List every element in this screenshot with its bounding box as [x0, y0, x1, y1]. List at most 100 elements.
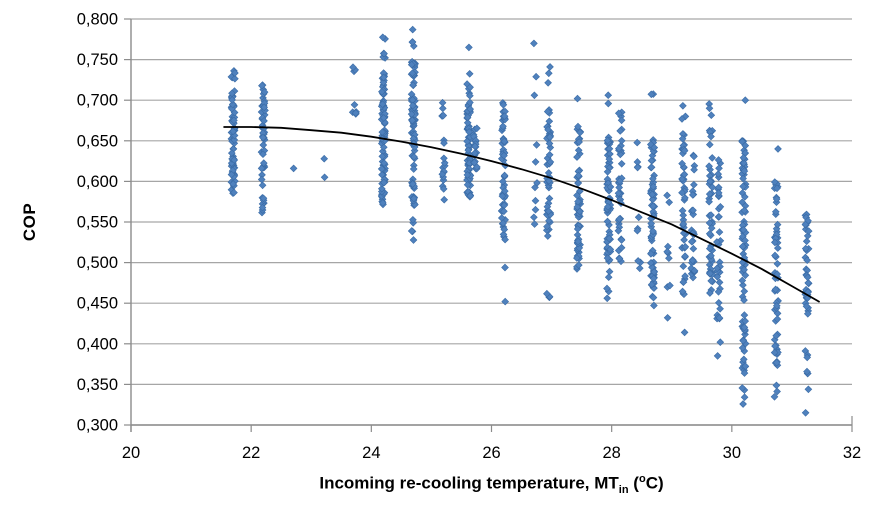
- data-point: [678, 115, 686, 123]
- data-point: [707, 211, 715, 219]
- data-point: [803, 367, 811, 376]
- y-tick-label: 0,800: [77, 11, 118, 29]
- data-point: [772, 195, 781, 203]
- data-point: [705, 162, 713, 171]
- data-point: [543, 222, 551, 231]
- data-point: [530, 220, 539, 228]
- data-point: [678, 134, 687, 143]
- data-point: [574, 146, 583, 155]
- data-point: [258, 81, 266, 90]
- data-point: [716, 202, 725, 211]
- data-point: [690, 152, 698, 161]
- data-point: [715, 212, 723, 221]
- data-point: [230, 131, 239, 140]
- data-point: [573, 94, 582, 103]
- data-point: [380, 49, 388, 58]
- data-point: [741, 96, 750, 105]
- data-point: [707, 251, 715, 260]
- data-point: [739, 400, 747, 408]
- data-point: [617, 116, 626, 125]
- data-point: [688, 191, 697, 199]
- data-point: [500, 137, 509, 146]
- data-point: [544, 125, 552, 134]
- data-point: [739, 153, 748, 162]
- data-point: [615, 183, 624, 192]
- y-tick-label: 0,550: [77, 214, 118, 232]
- data-point: [648, 190, 657, 199]
- data-point: [574, 122, 582, 131]
- data-point: [741, 271, 750, 280]
- data-point: [705, 244, 714, 253]
- data-point: [772, 331, 781, 340]
- data-point: [634, 213, 643, 222]
- data-point: [705, 104, 714, 113]
- data-point: [230, 136, 239, 144]
- data-point: [231, 74, 239, 83]
- data-point: [741, 362, 750, 371]
- data-point: [679, 101, 687, 110]
- data-point: [258, 181, 267, 190]
- data-point: [349, 63, 357, 72]
- data-point: [228, 100, 237, 109]
- data-point: [546, 143, 555, 152]
- data-point: [500, 187, 509, 195]
- data-point: [259, 159, 268, 167]
- data-point: [714, 298, 723, 307]
- data-point: [649, 182, 658, 191]
- data-point: [407, 227, 416, 235]
- data-point: [666, 281, 674, 290]
- data-point: [648, 151, 657, 160]
- degree-symbol: o: [638, 473, 646, 485]
- data-point: [408, 101, 417, 110]
- data-point: [617, 159, 626, 168]
- data-point: [545, 117, 554, 126]
- data-point: [378, 170, 386, 179]
- data-point: [227, 170, 236, 179]
- data-point: [260, 88, 269, 96]
- data-point: [229, 180, 237, 188]
- data-point: [740, 287, 749, 296]
- y-tick-label: 0,350: [77, 376, 118, 394]
- data-point: [543, 107, 552, 116]
- data-point: [678, 287, 687, 296]
- y-tick-label: 0,650: [77, 132, 118, 150]
- data-point: [773, 259, 782, 268]
- data-point: [465, 69, 474, 78]
- data-point: [615, 144, 623, 153]
- data-point: [230, 116, 238, 125]
- y-tick-label: 0,700: [77, 92, 118, 110]
- data-point: [714, 287, 723, 296]
- data-point: [739, 182, 747, 191]
- x-tick-label: 30: [723, 444, 741, 462]
- x-axis-title: Incoming re-cooling temperature, MTin (o…: [131, 473, 852, 496]
- data-point: [617, 243, 626, 252]
- data-point: [714, 189, 723, 197]
- data-point: [531, 205, 540, 214]
- data-point: [546, 63, 554, 71]
- data-point: [680, 170, 689, 179]
- data-point: [741, 141, 750, 150]
- x-axis-title-subscript: in: [618, 484, 629, 497]
- data-point: [678, 188, 686, 197]
- data-point: [633, 163, 642, 172]
- data-point: [647, 280, 656, 289]
- data-point: [663, 247, 672, 256]
- data-point: [707, 224, 716, 232]
- data-point: [473, 124, 481, 133]
- data-point: [708, 183, 717, 192]
- data-point: [740, 369, 749, 377]
- data-point: [740, 206, 749, 215]
- data-point: [410, 153, 418, 161]
- data-point: [804, 385, 813, 394]
- data-point: [772, 301, 781, 310]
- data-point: [603, 254, 612, 262]
- data-point: [614, 226, 623, 235]
- data-point: [227, 149, 236, 157]
- data-point: [738, 276, 747, 285]
- data-point: [575, 207, 584, 216]
- data-point: [705, 140, 714, 149]
- data-point: [259, 150, 267, 159]
- data-point: [466, 191, 475, 200]
- data-point: [466, 91, 474, 100]
- data-point: [500, 171, 509, 180]
